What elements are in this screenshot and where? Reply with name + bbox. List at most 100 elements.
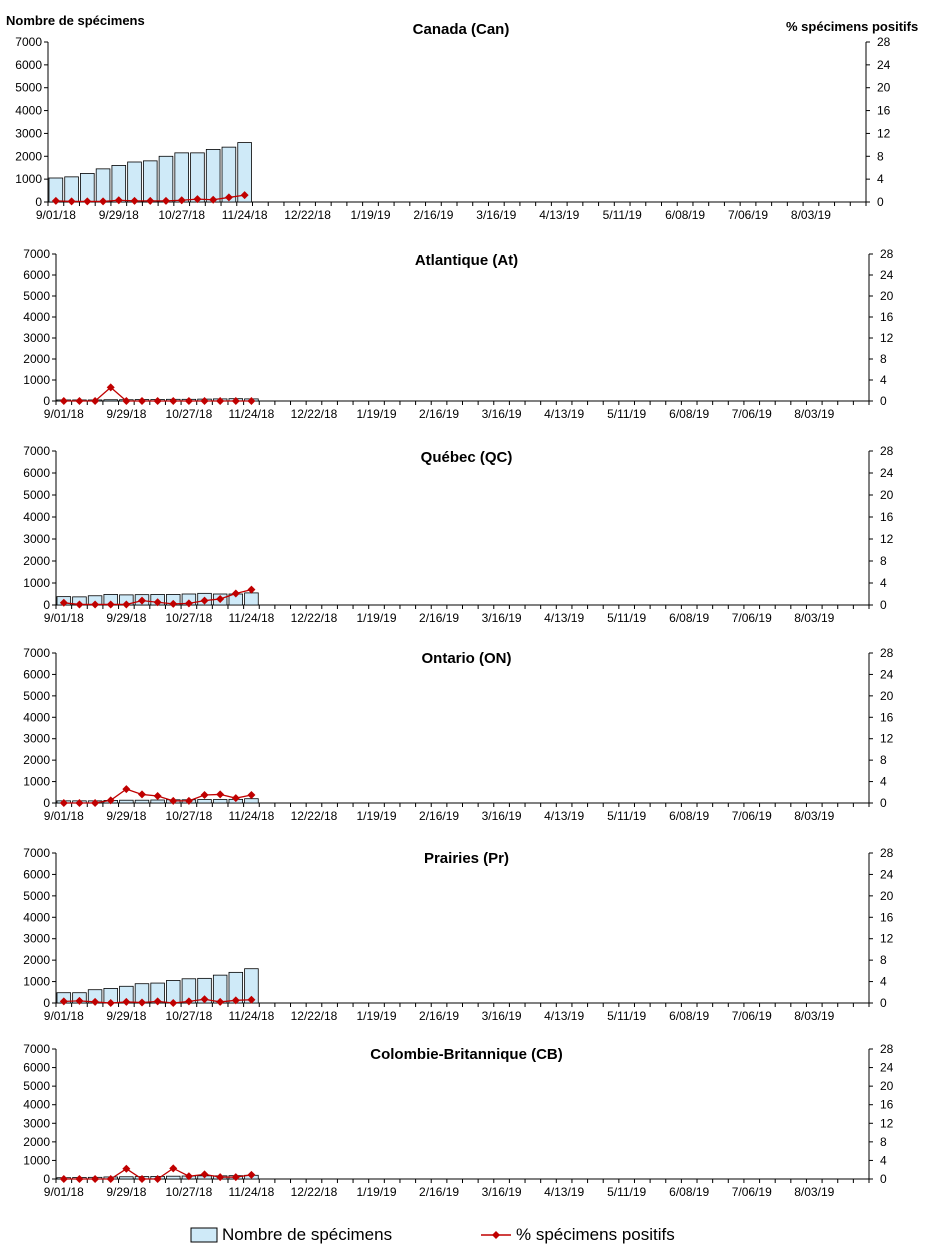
line-point (177, 196, 186, 205)
x-tick-label: 9/29/18 (106, 1185, 146, 1199)
line-point (240, 191, 249, 200)
x-tick-label: 11/24/18 (229, 611, 275, 625)
x-tick-label: 9/29/18 (106, 809, 146, 823)
bar (174, 152, 189, 203)
right-tick-label: 12 (880, 932, 894, 946)
x-tick-label: 10/27/18 (166, 809, 213, 823)
x-tick-label: 4/13/19 (544, 809, 584, 823)
line-point (216, 594, 225, 603)
x-tick-label: 9/29/18 (99, 208, 139, 222)
line-point (91, 1175, 100, 1183)
right-tick-label: 12 (880, 1116, 894, 1130)
x-tick-label: 8/03/19 (794, 1185, 834, 1199)
x-tick-label: 2/16/19 (413, 208, 453, 222)
x-tick-label: 2/16/19 (419, 1185, 459, 1199)
x-tick-label: 12/22/18 (291, 1009, 338, 1023)
line-point (193, 195, 202, 204)
right-tick-label: 8 (880, 554, 887, 568)
left-tick-label: 6000 (23, 466, 50, 480)
x-tick-label: 12/22/18 (291, 407, 338, 421)
line-point (146, 196, 155, 205)
bar (244, 798, 259, 804)
line-point (216, 397, 225, 405)
left-tick-label: 4000 (15, 104, 42, 118)
x-tick-label: 9/29/18 (106, 1009, 146, 1023)
chart-title: Ontario (ON) (422, 650, 512, 667)
right-tick-label: 4 (880, 775, 887, 789)
left-tick-label: 1000 (23, 975, 50, 989)
line-point (184, 1172, 193, 1181)
x-tick-label: 5/11/19 (607, 809, 646, 823)
chart-panel-1: Atlantique (At) 0 1000 2000 3000 4000 5000 6000… (23, 247, 893, 421)
x-tick-label: 9/01/18 (44, 1185, 84, 1199)
x-tick-label: 7/06/19 (732, 611, 772, 625)
x-tick-label: 1/19/19 (356, 1009, 396, 1023)
chart-panel-0: Canada (Can) 0 1000 2000 3000 4000 5000 6000 700… (15, 21, 890, 222)
x-tick-label: 3/16/19 (482, 1185, 522, 1199)
chart-panel-5: Colombie-Britannique (CB)010002000300040… (23, 1042, 893, 1199)
right-tick-label: 4 (877, 172, 884, 186)
left-tick-label: 3000 (23, 532, 50, 546)
bar (212, 799, 228, 804)
right-tick-label: 0 (880, 1172, 887, 1186)
right-tick-label: 0 (877, 195, 884, 209)
line-point (122, 785, 131, 794)
left-tick-label: 7000 (23, 646, 50, 660)
bar (158, 155, 174, 203)
line-point (224, 193, 233, 202)
x-tick-label: 3/16/19 (482, 407, 522, 421)
line-point (137, 998, 146, 1007)
x-tick-label: 9/01/18 (44, 809, 84, 823)
right-tick-label: 8 (877, 149, 884, 163)
chart-title: Atlantique (At) (415, 252, 518, 269)
right-tick-label: 16 (880, 910, 894, 924)
left-axis-title: Nombre de spécimens (6, 13, 145, 28)
left-tick-label: 1000 (15, 172, 42, 186)
left-tick-label: 7000 (23, 846, 50, 860)
line-point (216, 997, 225, 1006)
legend-bar-swatch (190, 1227, 218, 1243)
line-point (184, 397, 193, 405)
x-tick-label: 1/19/19 (356, 1185, 396, 1199)
chart-panel-3: Ontario (ON) 0 1000 2000 3000 4000 5000 6000 700… (23, 646, 893, 823)
x-tick-label: 10/27/18 (166, 1185, 213, 1199)
left-tick-label: 3000 (15, 126, 42, 140)
line-point (75, 799, 84, 807)
bar (237, 142, 252, 203)
left-tick-label: 2000 (15, 149, 42, 163)
right-tick-label: 20 (880, 488, 894, 502)
x-tick-label: 1/19/19 (350, 208, 390, 222)
x-tick-label: 9/29/18 (106, 611, 146, 625)
right-tick-label: 28 (880, 646, 894, 660)
line-point (247, 1170, 256, 1179)
line-point (91, 799, 100, 807)
x-tick-label: 5/11/19 (603, 208, 642, 222)
x-tick-label: 6/08/19 (669, 407, 709, 421)
right-tick-label: 0 (880, 598, 887, 612)
bar (244, 592, 259, 606)
x-tick-label: 11/24/18 (222, 208, 268, 222)
x-tick-label: 7/06/19 (732, 1009, 772, 1023)
line-point (231, 397, 240, 405)
bar (221, 146, 237, 203)
x-tick-label: 8/03/19 (794, 611, 834, 625)
bar (205, 149, 221, 203)
line-point (169, 999, 178, 1007)
figure: Nombre de spécimens % spécimens positifs… (6, 13, 918, 1244)
line-point (231, 996, 240, 1005)
line-point (231, 794, 240, 803)
line-point (153, 598, 162, 607)
x-tick-label: 1/19/19 (356, 611, 396, 625)
line-point (75, 397, 84, 405)
x-tick-label: 1/19/19 (356, 809, 396, 823)
right-tick-label: 4 (880, 975, 887, 989)
left-tick-label: 5000 (23, 889, 50, 903)
line-point (91, 600, 100, 609)
line-point (161, 196, 170, 205)
line-point (231, 589, 240, 598)
line-point (106, 383, 115, 392)
x-tick-label: 8/03/19 (794, 1009, 834, 1023)
left-tick-label: 0 (43, 598, 50, 612)
line-point (59, 997, 68, 1006)
line-point (169, 397, 178, 405)
